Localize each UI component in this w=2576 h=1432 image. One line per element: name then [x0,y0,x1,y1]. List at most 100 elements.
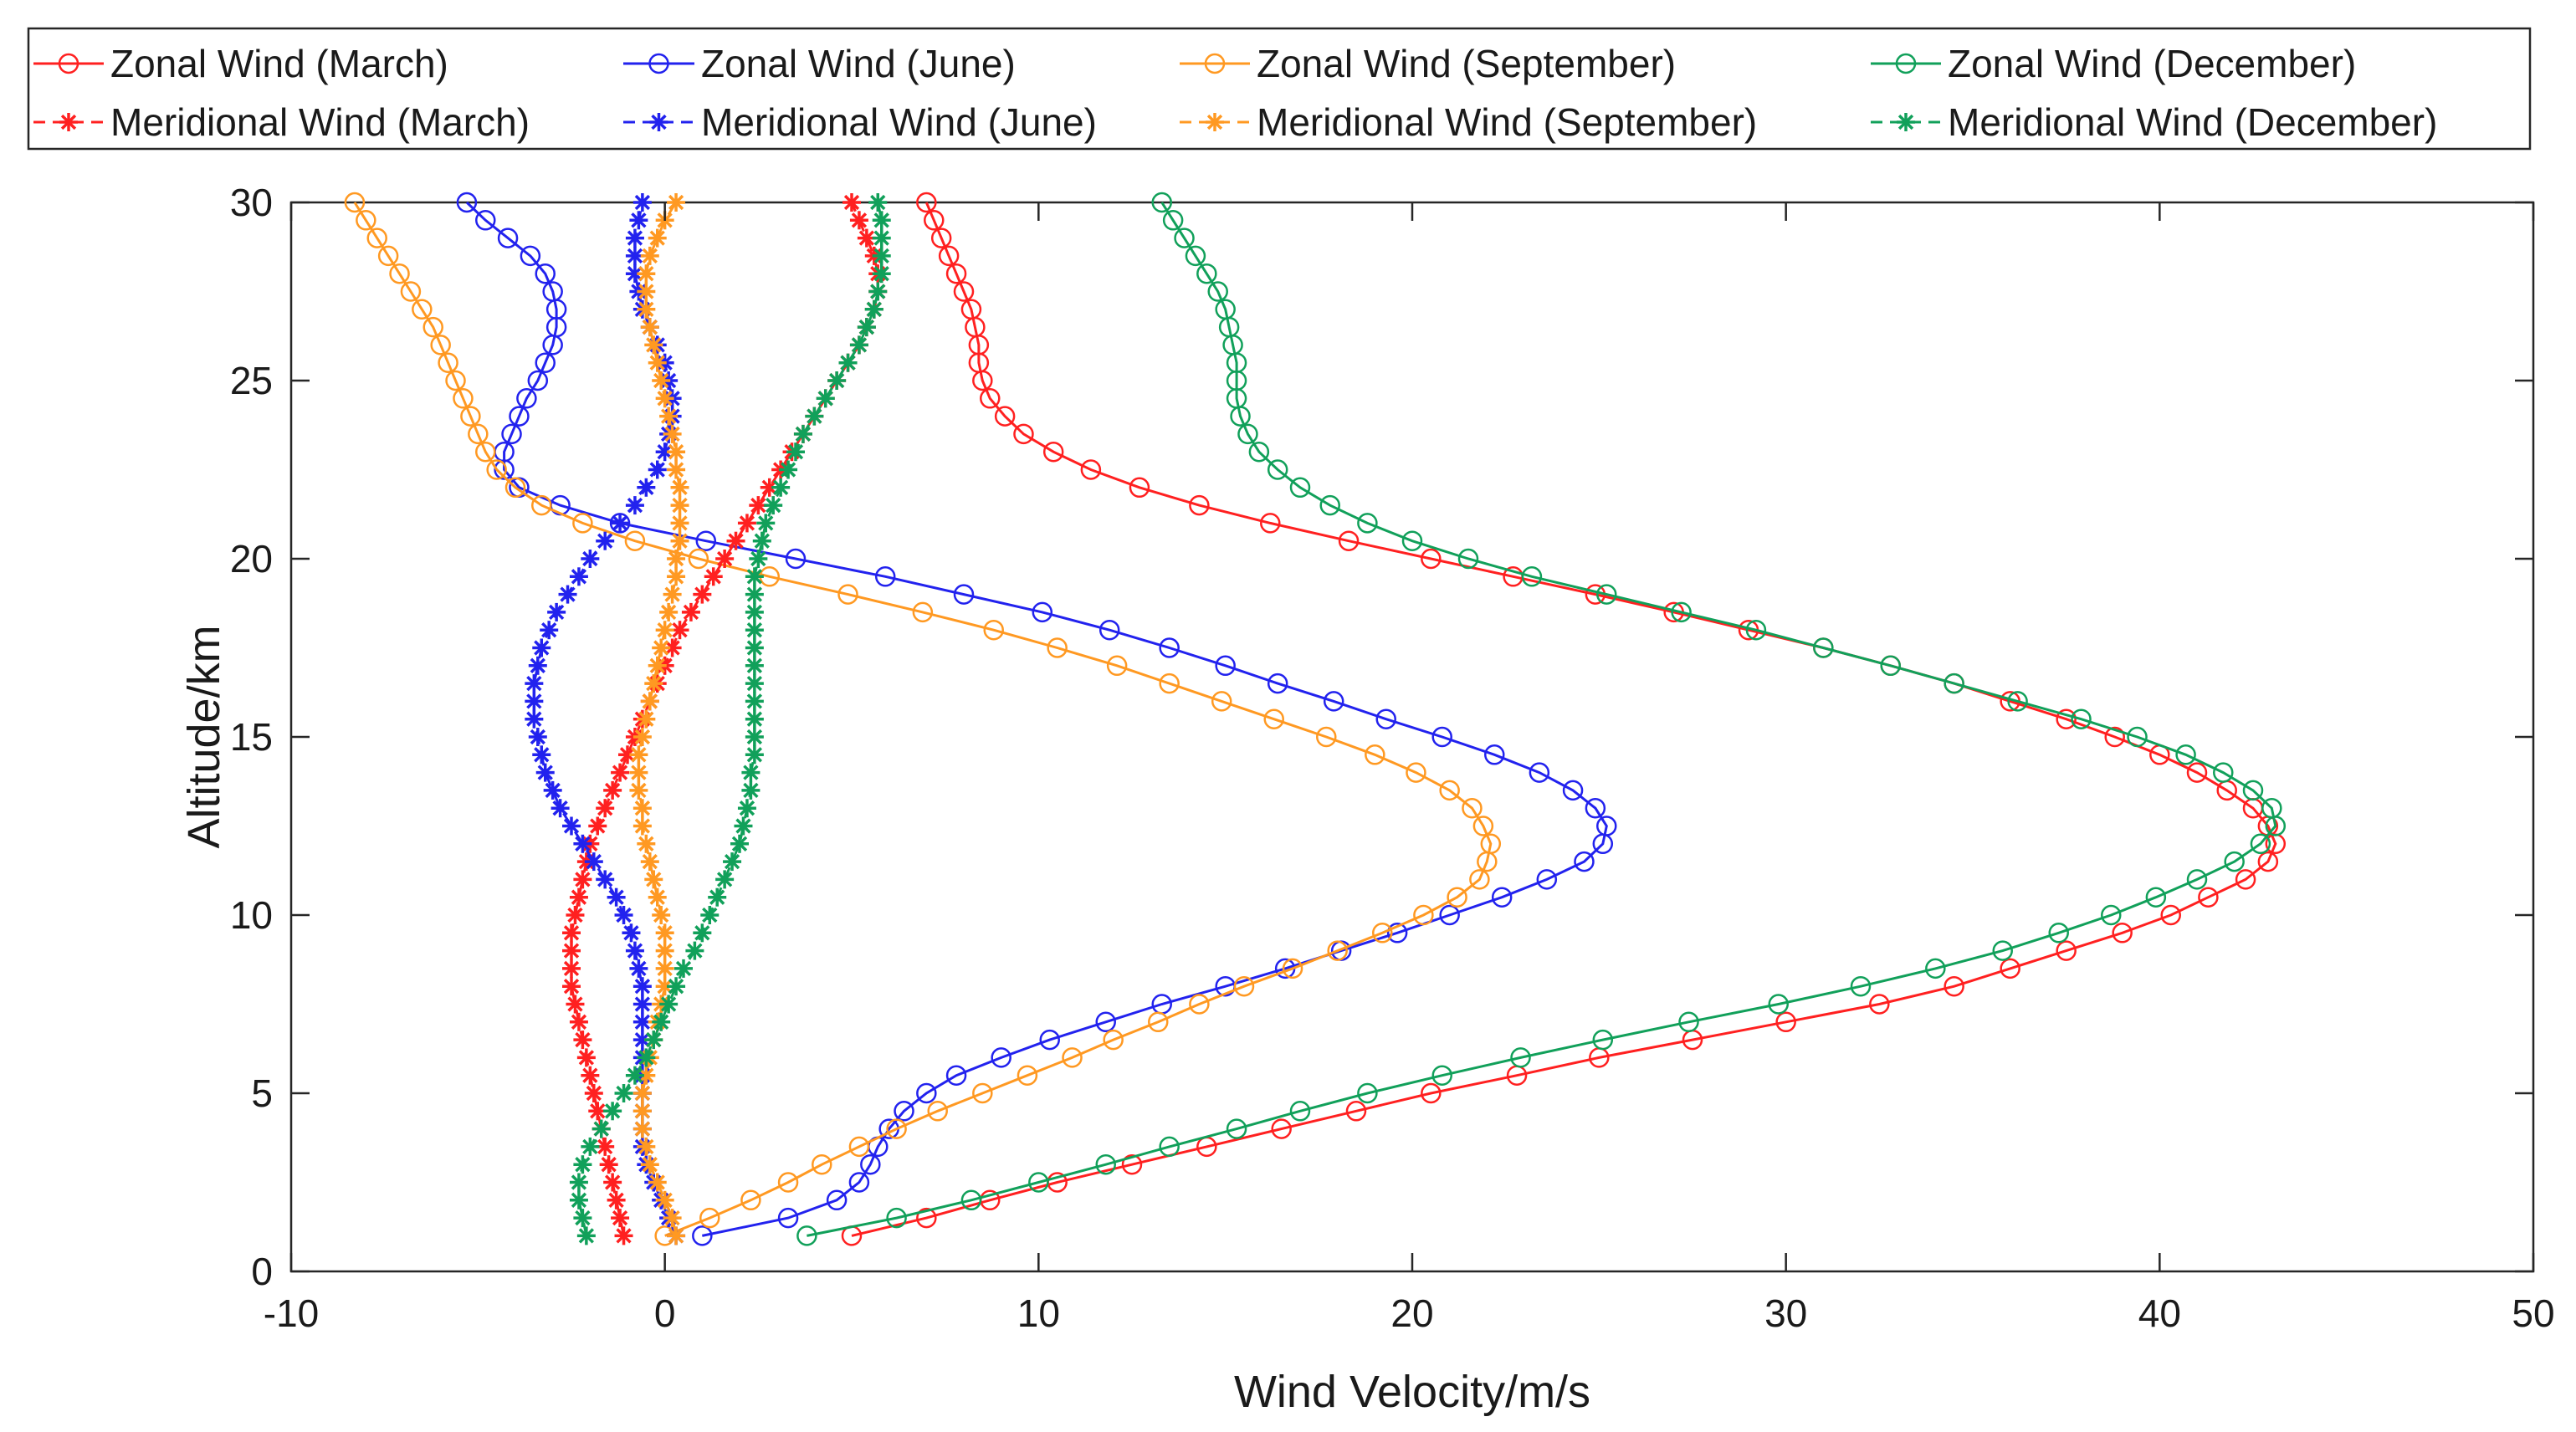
star-marker [573,1031,592,1050]
circle-marker [2127,726,2148,748]
star-marker [659,995,679,1014]
star-marker [655,923,674,943]
star-marker [637,1066,656,1085]
circle-marker [874,566,896,587]
circle-marker [812,1153,832,1175]
star-marker [648,228,667,248]
star-marker [558,585,577,604]
circle-marker [927,1101,948,1122]
circle-marker [1574,851,1595,872]
legend-label: Meridional Wind (December) [1948,100,2437,144]
legend-item: Zonal Wind (September) [1180,42,1676,85]
circle-marker [1386,923,1408,944]
star-marker [659,602,679,621]
star-marker [655,941,674,960]
circle-marker [1196,263,1217,284]
legend-item: Zonal Wind (December) [1871,42,2356,85]
circle-marker [1880,655,1901,677]
circle-marker [980,388,1001,409]
star-marker [629,211,648,230]
circle-marker [1095,1011,1116,1033]
circle-marker [1032,601,1053,623]
circle-marker [1215,655,1236,677]
star-marker [745,674,764,693]
star-marker [543,780,562,800]
circle-marker [1521,566,1543,587]
circle-marker [2007,691,2028,712]
series-line [353,202,1493,1237]
x-tick-label: 20 [1390,1291,1433,1335]
legend-label: Meridional Wind (September) [1257,100,1757,144]
star-marker [700,906,720,924]
star-marker [670,478,689,497]
circle-marker [460,406,481,427]
series-zonal-wind-march [841,192,2287,1246]
circle-marker [535,263,556,284]
star-marker [576,1048,596,1067]
y-tick-label: 20 [230,537,273,580]
circle-marker [916,1082,937,1104]
circle-marker [2224,851,2245,872]
circle-marker [2048,923,2069,944]
circle-marker [2175,744,2196,765]
star-marker [857,228,876,248]
circle-marker [456,192,478,213]
circle-marker [2056,940,2077,961]
star-marker [637,709,656,729]
star-marker [857,318,876,337]
star-marker [786,442,805,462]
star-marker [640,852,659,872]
legend-item: Zonal Wind (March) [33,42,448,85]
series-line [577,202,883,1236]
circle-marker [1185,245,1206,267]
circle-marker [938,245,960,267]
circle-marker [2186,762,2208,783]
star-marker [659,407,679,426]
y-axis-ticks: 0 5 10 15 20 25 30 [230,181,2533,1293]
star-marker [569,1012,588,1031]
circle-marker [1745,619,1767,641]
star-marker [640,318,659,337]
star-marker [849,335,868,355]
circle-marker [1944,673,1964,694]
circle-marker [1323,691,1344,712]
star-marker [663,1209,682,1228]
circle-marker [377,245,399,267]
circle-marker [1099,619,1120,641]
series-meridional-wind-december [569,193,891,1245]
circle-marker [1267,459,1288,480]
circle-marker [1813,637,1834,658]
legend-label: Zonal Wind (March) [110,42,448,85]
legend-label: Zonal Wind (June) [701,42,1016,85]
star-marker [838,353,858,372]
star-marker [667,567,686,586]
star-marker [745,638,764,657]
series-meridional-wind-september [629,193,689,1245]
star-marker [667,460,686,479]
star-marker [745,692,764,711]
star-marker [745,656,764,675]
circle-marker [1469,869,1490,890]
star-marker [632,1084,652,1102]
circle-marker [945,1065,967,1086]
circle-marker [1562,780,1584,801]
star-marker [532,638,551,657]
star-marker [667,193,686,212]
circle-marker [1289,477,1311,499]
circle-marker [1421,1082,1442,1104]
star-marker [576,1226,596,1245]
circle-marker [1357,1082,1378,1104]
star-marker [573,1155,592,1174]
series-zonal-wind-june [456,192,1617,1246]
circle-marker [2261,797,2282,819]
circle-marker [916,192,937,213]
star-marker [648,353,667,372]
star-marker [625,228,644,248]
circle-marker [886,1118,907,1139]
star-marker [655,977,674,996]
circle-marker [930,228,952,248]
star-marker [629,780,648,800]
circle-marker [1375,708,1396,729]
y-axis-label: Altitude/km [179,625,229,848]
circle-marker [1129,477,1150,499]
